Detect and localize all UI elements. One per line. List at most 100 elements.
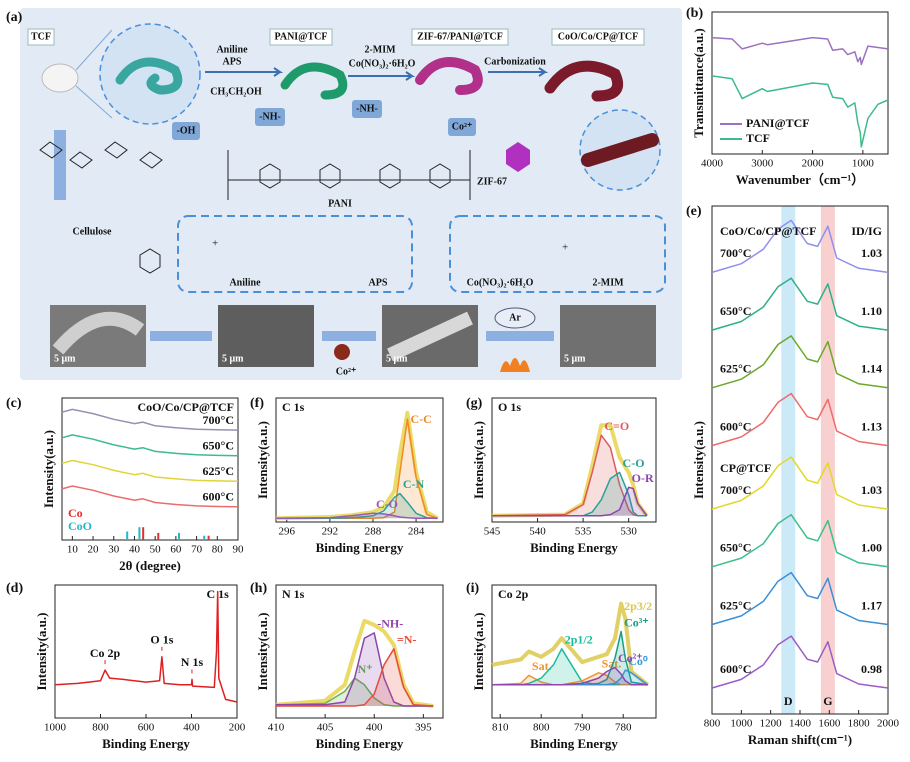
group-label: -NH- [356, 103, 378, 114]
component-fill [492, 648, 648, 685]
structure-label: ZIF-67 [477, 176, 507, 187]
x-tick-label: 1000 [852, 158, 875, 170]
x-tick-label: 60 [170, 544, 182, 556]
group-title: CoO/Co/CP@TCF [720, 224, 817, 238]
y-axis-label: Intensity(a.u.) [41, 430, 56, 508]
x-tick-label: 600 [138, 722, 155, 734]
x-tick-label: 50 [150, 544, 162, 556]
series-label: 650°C [720, 304, 751, 318]
series-line [711, 335, 889, 389]
panel-label: (c) [6, 396, 22, 411]
x-tick-label: 80 [212, 544, 224, 556]
series-line [276, 492, 438, 520]
scale-bar: 5 μm [54, 353, 76, 364]
peak-label: C 1s [206, 587, 229, 601]
reagent-label: Aniline [229, 277, 261, 288]
x-axis-label: Binding Energy [316, 540, 404, 555]
x-tick-label: 288 [365, 526, 382, 538]
ring [259, 163, 281, 189]
ratio-label: 1.17 [861, 598, 882, 612]
x-tick-label: 800 [533, 722, 550, 734]
scale-bar: 5 μm [222, 353, 244, 364]
series-line [711, 219, 889, 274]
reagent: 2-MIM [364, 44, 396, 55]
stage-label: PANI@TCF [274, 31, 327, 42]
group-box [352, 100, 382, 118]
series-line [276, 632, 434, 707]
x-tick-label: 1800 [848, 718, 871, 730]
series-line [711, 456, 889, 510]
y-axis-label: Intensity(a.u.) [255, 612, 270, 690]
series-label: 625°C [203, 464, 234, 478]
tcf-label: TCF [31, 31, 51, 42]
series-label: 700°C [720, 246, 751, 260]
x-axis-label: Binding Energy [530, 736, 618, 751]
x-tick-label: 540 [529, 526, 546, 538]
series-label: 600°C [203, 490, 234, 504]
reagent-label: 2-MIM [592, 277, 624, 288]
series-label: O-R [632, 471, 654, 485]
x-tick-label: 780 [615, 722, 632, 734]
series-label: 600°C [720, 419, 751, 433]
series-line [61, 408, 239, 431]
fiber-icon [544, 60, 624, 102]
component-fill [492, 487, 647, 516]
series-line [492, 666, 648, 686]
plot-frame [61, 397, 239, 541]
ring [319, 163, 341, 189]
reagent-box [449, 215, 666, 293]
x-tick-label: 292 [322, 526, 339, 538]
series-label: C-C [410, 412, 431, 426]
ratio-label: 0.98 [861, 662, 882, 676]
series-line [275, 512, 438, 520]
x-tick-label: 30 [108, 544, 120, 556]
zif-icon [506, 142, 530, 172]
group-label: -NH- [259, 111, 281, 122]
series-line [711, 277, 889, 331]
panel-label: (d) [6, 581, 23, 596]
group-box [172, 122, 200, 140]
stage-label: ZIF-67/PANI@TCF [417, 31, 503, 42]
cotton-icon [41, 63, 79, 93]
structure-label: Cellulose [73, 226, 112, 237]
sem-image [218, 305, 314, 367]
cellulose-structure [39, 141, 163, 169]
legend-label: PANI@TCF [746, 116, 810, 130]
component-fill [492, 672, 648, 685]
ratio-label: 1.03 [861, 246, 882, 260]
ratio-label: 1.10 [861, 304, 882, 318]
ratio-label: 1.03 [861, 483, 882, 497]
x-tick-label: 20 [88, 544, 100, 556]
x-tick-label: 410 [268, 722, 285, 734]
plot-frame [491, 584, 657, 719]
series-line [54, 590, 238, 703]
x-tick-label: 1200 [760, 718, 783, 730]
x-tick-label: 3000 [751, 158, 774, 170]
ring [379, 163, 401, 189]
series-label: Co²⁺ [618, 651, 643, 665]
series-line [491, 434, 647, 517]
fiber-icon [280, 62, 348, 100]
series-label: =N- [397, 633, 417, 647]
ratio-header: ID/IG [851, 224, 882, 238]
panel-label: (a) [6, 10, 23, 25]
x-tick-label: 405 [317, 722, 334, 734]
arrow [488, 67, 549, 77]
series-label: C-N [403, 477, 425, 491]
peak-label: O 1s [150, 633, 173, 647]
arrow [205, 67, 284, 77]
panel-title: Co 2p [498, 587, 529, 601]
reagent-box [177, 215, 413, 293]
x-tick-label: 284 [408, 526, 425, 538]
x-tick-label: 1000 [44, 722, 67, 734]
series-line [711, 571, 889, 626]
group-label: Co²⁺ [452, 121, 473, 132]
plot-frame [275, 397, 444, 523]
component-fill [492, 670, 648, 685]
reference-label: Co [68, 506, 83, 520]
label-box [269, 28, 333, 46]
fiber-icon [115, 57, 183, 95]
x-axis-label: Binding Energy [530, 540, 618, 555]
series-label: 600°C [720, 662, 751, 676]
series-label: Sat. [532, 659, 552, 673]
